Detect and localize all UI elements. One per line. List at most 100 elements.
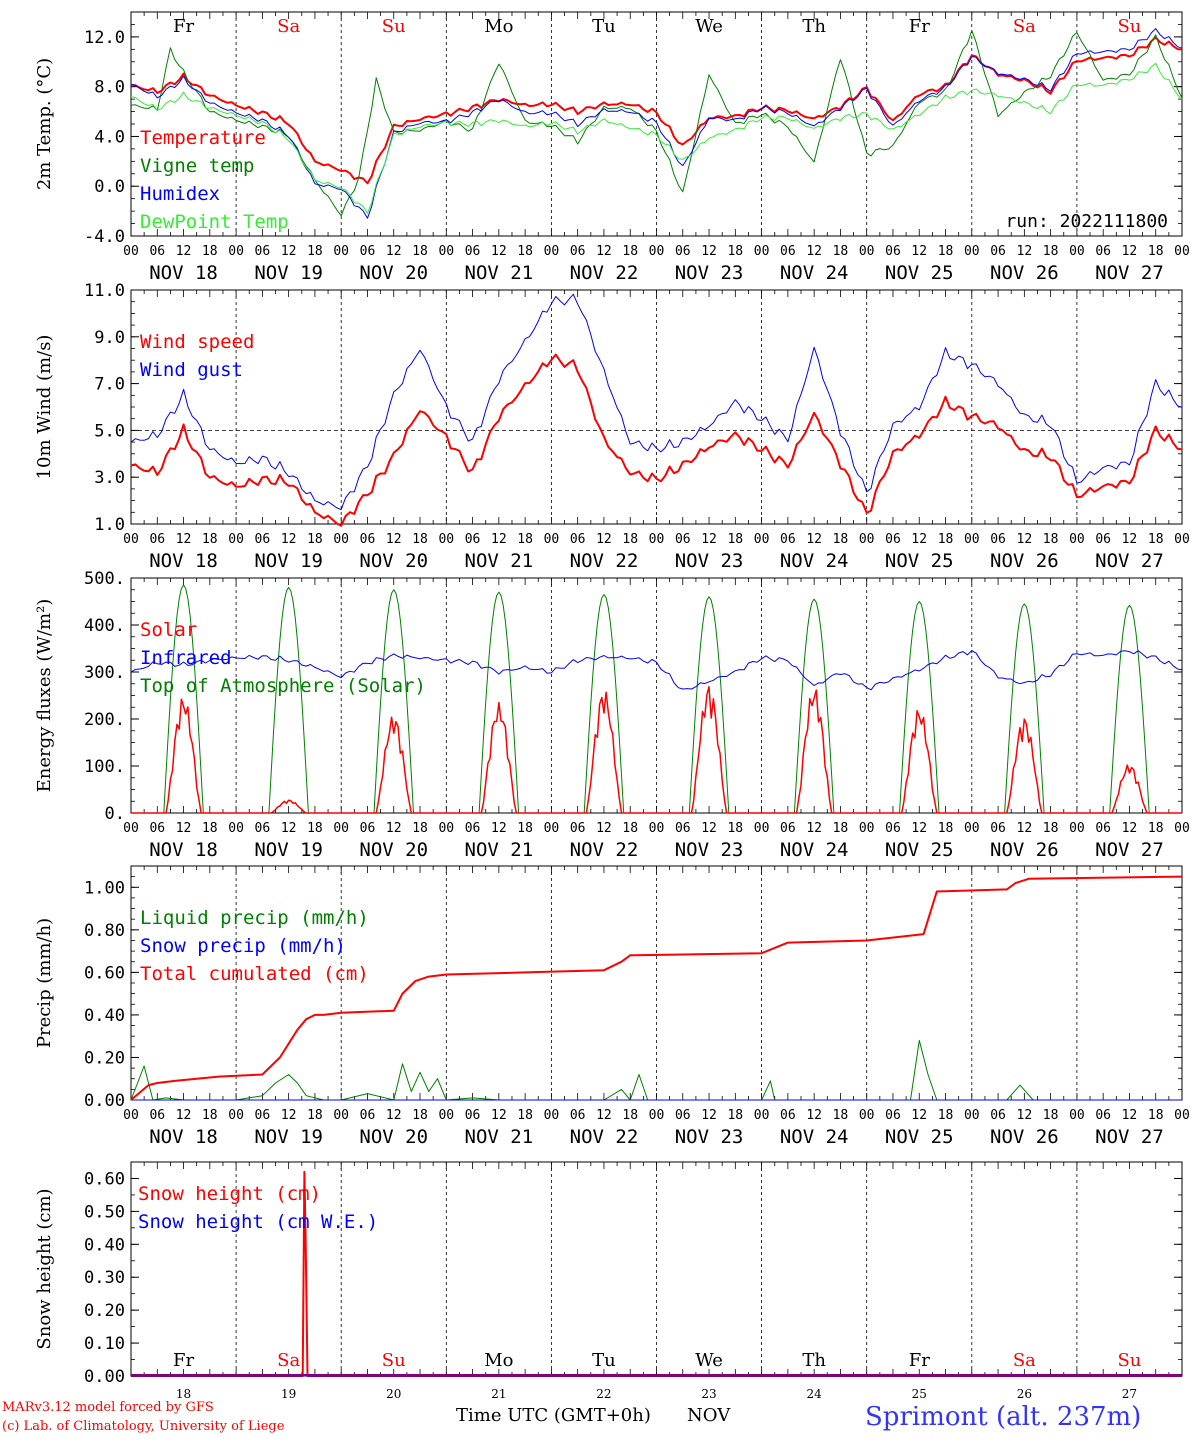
weekday-label: Mo bbox=[484, 16, 513, 37]
series-line-2 bbox=[130, 293, 1183, 510]
hour-tick-label: 12 bbox=[176, 532, 192, 547]
hour-tick-label: 18 bbox=[833, 1108, 849, 1123]
hour-tick-label: 00 bbox=[123, 1108, 139, 1123]
weekday-label: We bbox=[695, 16, 723, 37]
hour-tick-label: 18 bbox=[1148, 1108, 1164, 1123]
hour-tick-label: 06 bbox=[465, 1108, 481, 1123]
y-tick-label: 0.20 bbox=[84, 1301, 125, 1321]
hour-tick-label: 18 bbox=[938, 1108, 954, 1123]
hour-tick-label: 00 bbox=[964, 244, 980, 259]
y-tick-label: 100. bbox=[84, 757, 125, 777]
y-tick-label: 8.0 bbox=[94, 78, 125, 98]
hour-tick-label: 12 bbox=[1017, 821, 1033, 836]
hour-tick-label: 18 bbox=[517, 532, 533, 547]
date-label: NOV 24 bbox=[780, 839, 849, 861]
weekday-label: Sa bbox=[1013, 16, 1036, 37]
y-tick-label: 0. bbox=[105, 804, 125, 824]
hour-tick-label: 00 bbox=[964, 1108, 980, 1123]
hour-tick-label: 18 bbox=[833, 821, 849, 836]
hour-tick-label: 00 bbox=[754, 821, 770, 836]
hour-tick-label: 00 bbox=[1069, 1108, 1085, 1123]
hour-tick-label: 06 bbox=[360, 244, 376, 259]
date-label: NOV 20 bbox=[359, 839, 428, 861]
hour-tick-label: 00 bbox=[438, 532, 454, 547]
day-number-label: 20 bbox=[386, 1387, 401, 1401]
weekday-label: Sa bbox=[1013, 1350, 1036, 1371]
hour-tick-label: 12 bbox=[806, 1108, 822, 1123]
hour-tick-label: 12 bbox=[911, 532, 927, 547]
panel-5: 0.00 0.10 0.20 0.30 0.40 0.50 0.60 Snow height … bbox=[34, 1161, 1183, 1401]
date-label: NOV 24 bbox=[780, 550, 849, 572]
hour-tick-label: 06 bbox=[570, 1108, 586, 1123]
date-label: NOV 26 bbox=[990, 1126, 1059, 1148]
hour-tick-label: 12 bbox=[806, 821, 822, 836]
date-label: NOV 22 bbox=[570, 550, 639, 572]
hour-tick-label: 18 bbox=[622, 1108, 638, 1123]
weekday-label: Mo bbox=[484, 1350, 513, 1371]
model-credit: MARv3.12 model forced by GFS bbox=[2, 1400, 214, 1415]
hour-tick-label: 00 bbox=[438, 821, 454, 836]
date-label: NOV 21 bbox=[465, 1126, 534, 1148]
hour-tick-label: 12 bbox=[491, 1108, 507, 1123]
infrared-line bbox=[130, 650, 1183, 691]
day-number-label: 23 bbox=[701, 1387, 716, 1401]
date-label: NOV 19 bbox=[254, 550, 323, 572]
date-label: NOV 24 bbox=[780, 1126, 849, 1148]
hour-tick-label: 18 bbox=[307, 532, 323, 547]
day-number-label: 21 bbox=[491, 1387, 506, 1401]
date-label: NOV 27 bbox=[1095, 550, 1164, 572]
hour-tick-label: 18 bbox=[517, 1108, 533, 1123]
date-label: NOV 21 bbox=[465, 262, 534, 284]
hour-tick-label: 18 bbox=[1148, 821, 1164, 836]
date-label: NOV 26 bbox=[990, 262, 1059, 284]
date-label: NOV 18 bbox=[149, 1126, 218, 1148]
hour-tick-label: 12 bbox=[806, 244, 822, 259]
date-label: NOV 20 bbox=[359, 262, 428, 284]
y-tick-label: 0.50 bbox=[84, 1202, 125, 1222]
hour-tick-label: 00 bbox=[544, 1108, 560, 1123]
legend-label: Top of Atmosphere (Solar) bbox=[140, 675, 426, 697]
date-label: NOV 25 bbox=[885, 550, 954, 572]
hour-tick-label: 00 bbox=[859, 532, 875, 547]
series-line-3 bbox=[130, 875, 1183, 1101]
weekday-label: Th bbox=[802, 16, 826, 37]
hour-tick-label: 12 bbox=[386, 821, 402, 836]
date-label: NOV 18 bbox=[149, 839, 218, 861]
date-label: NOV 22 bbox=[570, 1126, 639, 1148]
hour-tick-label: 18 bbox=[202, 532, 218, 547]
hour-tick-label: 12 bbox=[1122, 244, 1138, 259]
hour-tick-label: 18 bbox=[727, 244, 743, 259]
weekday-label: Sa bbox=[277, 16, 300, 37]
hour-tick-label: 12 bbox=[596, 1108, 612, 1123]
hour-tick-label: 00 bbox=[438, 244, 454, 259]
legend-label: Snow height (cm) bbox=[138, 1183, 321, 1205]
hour-tick-label: 00 bbox=[544, 244, 560, 259]
hour-tick-label: 12 bbox=[1122, 821, 1138, 836]
hour-tick-label: 12 bbox=[281, 821, 297, 836]
day-number-label: 18 bbox=[176, 1387, 191, 1401]
hour-tick-label: 12 bbox=[1017, 244, 1033, 259]
hour-tick-label: 12 bbox=[386, 244, 402, 259]
hour-tick-label: 06 bbox=[255, 821, 271, 836]
hour-tick-label: 00 bbox=[544, 532, 560, 547]
hour-tick-label: 00 bbox=[964, 821, 980, 836]
hour-tick-label: 06 bbox=[780, 821, 796, 836]
hour-tick-label: 00 bbox=[859, 1108, 875, 1123]
y-tick-label: 0.20 bbox=[84, 1048, 125, 1068]
hour-tick-label: 06 bbox=[675, 244, 691, 259]
hour-tick-label: 00 bbox=[228, 1108, 244, 1123]
y-tick-label: 300. bbox=[84, 663, 125, 683]
hour-tick-label: 18 bbox=[412, 1108, 428, 1123]
y-tick-label: 0.80 bbox=[84, 921, 125, 941]
hour-tick-label: 06 bbox=[360, 532, 376, 547]
hour-tick-label: 06 bbox=[570, 532, 586, 547]
date-label: NOV 23 bbox=[675, 1126, 744, 1148]
hour-tick-label: 00 bbox=[754, 1108, 770, 1123]
hour-tick-label: 12 bbox=[596, 821, 612, 836]
hour-tick-label: 06 bbox=[885, 244, 901, 259]
hour-tick-label: 06 bbox=[149, 1108, 165, 1123]
y-tick-label: 0.40 bbox=[84, 1235, 125, 1255]
month-label: NOV bbox=[687, 1405, 731, 1426]
hour-tick-label: 12 bbox=[1017, 532, 1033, 547]
y-axis-title: Energy fluxes (W/m²) bbox=[34, 599, 55, 793]
